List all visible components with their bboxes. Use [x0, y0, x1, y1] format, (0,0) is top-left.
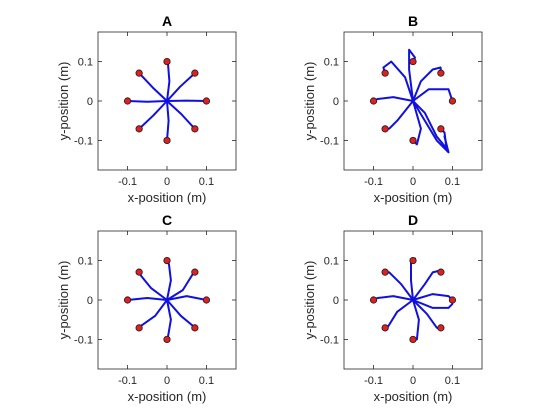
- panel-c-title: C: [162, 212, 172, 228]
- panel-d-target-marker: [409, 335, 417, 344]
- panel-a-y-tick-label: 0.1: [78, 57, 93, 69]
- panel-a-target-marker: [135, 69, 143, 77]
- panel-c-target-marker: [191, 268, 199, 276]
- panel-a-x-tick-label: 0: [164, 176, 170, 188]
- panel-c-x-tick-label: -0.1: [118, 375, 137, 387]
- panel-c-x-tick-label: 0: [164, 375, 170, 387]
- panel-a-target-marker: [191, 125, 199, 133]
- panel-a-x-tick-label: -0.1: [118, 176, 137, 188]
- panel-a-target-marker: [123, 97, 132, 105]
- panel-b-x-axis-label: x-position (m): [374, 190, 453, 205]
- panel-b-target-marker: [381, 125, 389, 133]
- panel-d-x-tick-label: 0: [410, 375, 416, 387]
- panel-a-target-marker: [202, 97, 211, 105]
- panel-a-trajectory: [166, 100, 170, 142]
- panel-b-trajectory: [382, 60, 414, 102]
- panel-a-x-axis-label: x-position (m): [128, 190, 207, 205]
- panel-b-target-marker: [369, 97, 378, 105]
- panel-b-y-tick-label: 0: [333, 96, 339, 108]
- panel-d-y-tick-label: 0: [333, 295, 339, 307]
- panel-d-x-axis-label: x-position (m): [374, 389, 453, 404]
- panel-a-target-marker: [191, 69, 199, 77]
- panel-c-target-marker: [135, 268, 143, 276]
- panel-d-x-tick-label: 0.1: [445, 375, 460, 387]
- panel-c-y-tick-label: 0.1: [78, 256, 93, 268]
- panel-a-target-marker: [135, 125, 143, 133]
- panel-a-target-marker: [163, 136, 171, 145]
- panel-d-target-marker: [437, 268, 445, 276]
- panel-b-target-marker: [437, 125, 445, 133]
- panel-b-x-tick-label: 0: [410, 176, 416, 188]
- panel-b-trajectory: [412, 66, 442, 102]
- panel-c: -0.1 0 0.1 -0.1 0 0.1 Cx-position (m) y-positio…: [56, 212, 237, 404]
- panel-a-x-tick-label: 0.1: [199, 176, 214, 188]
- panel-d-target-marker: [448, 296, 457, 304]
- panel-a-trajectory: [166, 72, 196, 102]
- panel-d-target-marker: [409, 256, 417, 265]
- panel-d-target-marker: [437, 324, 445, 332]
- panel-b-y-tick-label: 0.1: [324, 57, 339, 69]
- panel-b-y-tick-label: -0.1: [320, 135, 339, 147]
- panel-d-target-marker: [369, 296, 378, 304]
- panel-d: -0.1 0 0.1 -0.1 0 0.1 Dx-position (m) y-positio…: [302, 212, 483, 404]
- panel-b-target-marker: [409, 136, 417, 145]
- panel-a-trajectory: [138, 72, 168, 102]
- panel-a-title: A: [162, 13, 172, 29]
- panel-d-y-tick-label: -0.1: [320, 334, 339, 346]
- panel-b-target-marker: [437, 69, 445, 77]
- panel-c-trajectory: [126, 297, 168, 301]
- panel-c-target-marker: [163, 256, 171, 265]
- panel-c-target-marker: [191, 324, 199, 332]
- panel-b-target-marker: [409, 57, 417, 66]
- panel-d-target-marker: [381, 268, 389, 276]
- panel-c-y-tick-label: 0: [87, 295, 93, 307]
- panel-c-x-tick-label: 0.1: [199, 375, 214, 387]
- panel-b-target-marker: [448, 97, 457, 105]
- panel-c-y-axis-label: y-position (m): [56, 261, 71, 340]
- panel-c-target-marker: [163, 335, 171, 344]
- panel-b-target-marker: [381, 69, 389, 77]
- panel-b-trajectory: [412, 100, 448, 150]
- panel-b-title: B: [408, 13, 418, 29]
- panel-a-y-tick-label: -0.1: [74, 135, 93, 147]
- panel-a: -0.1 0 0.1 -0.1 0 0.1 Ax-position (m) y-positio…: [56, 13, 237, 205]
- panel-d-target-marker: [381, 324, 389, 332]
- panel-a-target-marker: [163, 57, 171, 66]
- panel-b: -0.1 0 0.1 -0.1 0 0.1 Bx-position (m) y-positio…: [302, 13, 483, 205]
- panel-c-target-marker: [202, 296, 211, 304]
- panel-a-trajectory: [126, 100, 168, 103]
- panel-b-y-axis-label: y-position (m): [302, 62, 317, 141]
- panel-a-trajectory: [138, 100, 168, 130]
- panel-a-trajectory: [166, 100, 196, 130]
- panel-b-x-tick-label: 0.1: [445, 176, 460, 188]
- panel-a-trajectory: [166, 60, 171, 102]
- panel-c-target-marker: [123, 296, 132, 304]
- panel-c-target-marker: [135, 324, 143, 332]
- panel-d-trajectory: [412, 299, 454, 309]
- panel-a-y-axis-label: y-position (m): [56, 62, 71, 141]
- panel-c-y-tick-label: -0.1: [74, 334, 93, 346]
- panel-d-x-tick-label: -0.1: [364, 375, 383, 387]
- panel-a-y-tick-label: 0: [87, 96, 93, 108]
- panel-b-trajectory: [412, 88, 454, 102]
- panel-d-y-tick-label: 0.1: [324, 256, 339, 268]
- panel-b-trajectory: [412, 100, 450, 154]
- panel-d-y-axis-label: y-position (m): [302, 261, 317, 340]
- panel-b-x-tick-label: -0.1: [364, 176, 383, 188]
- panel-c-x-axis-label: x-position (m): [128, 389, 207, 404]
- panel-d-title: D: [408, 212, 418, 228]
- panel-c-trajectory: [166, 295, 208, 301]
